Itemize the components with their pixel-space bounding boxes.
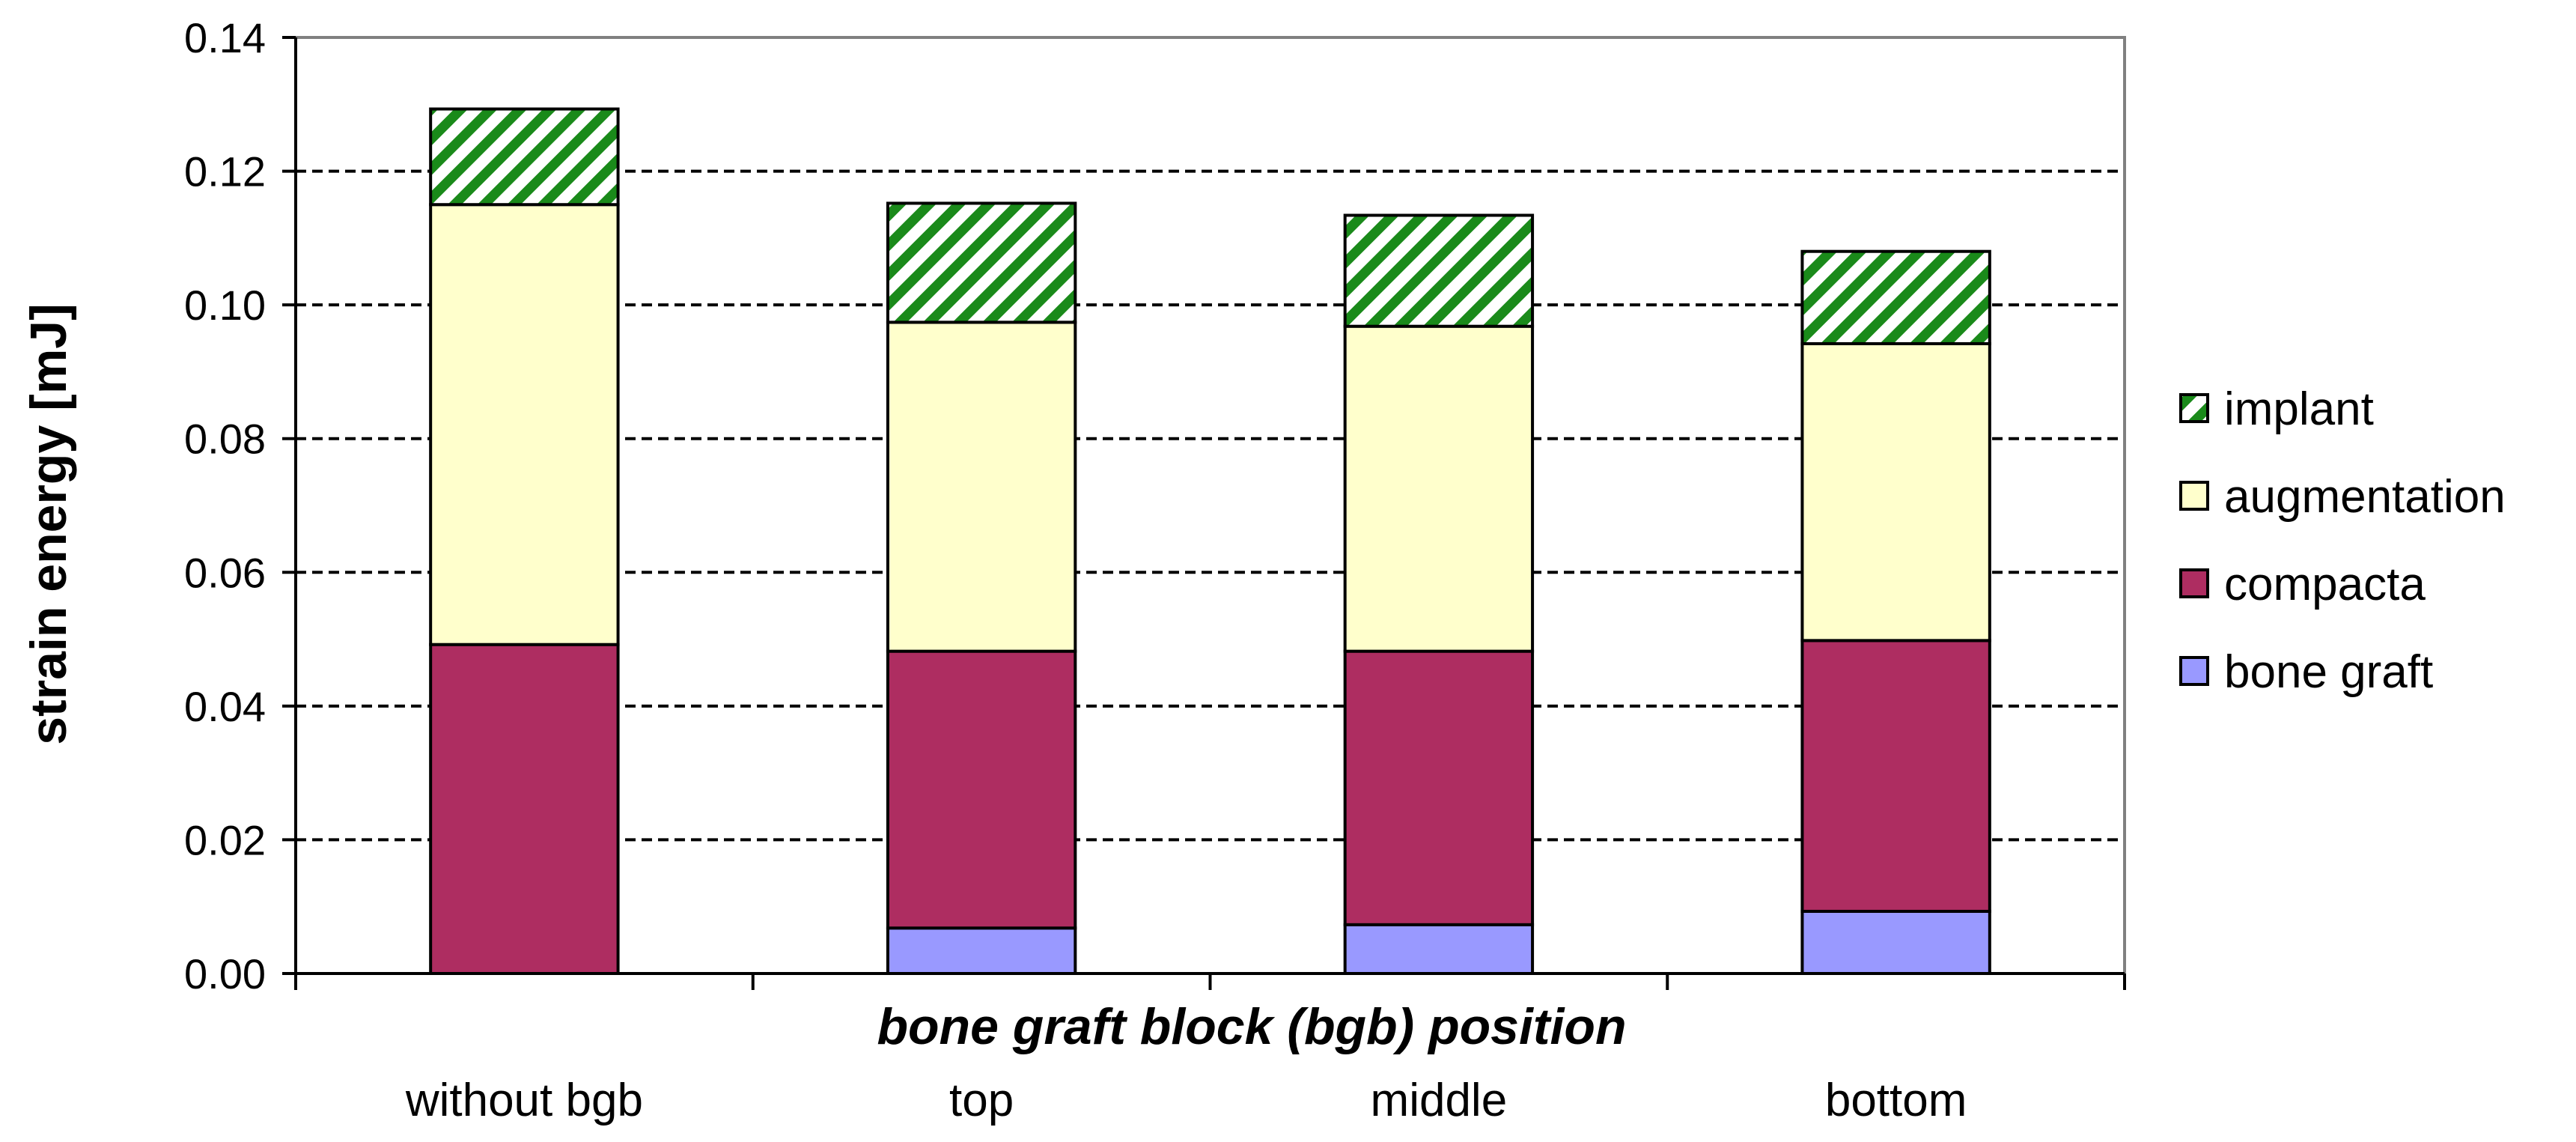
bar-bone-graft-1 [886, 926, 1077, 976]
bar-compacta-3 [1800, 639, 1991, 913]
legend-swatch-augmentation [2179, 481, 2209, 511]
bar-augmentation-2 [1343, 324, 1535, 653]
y-tick-label: 0.12 [184, 148, 266, 195]
bar-implant-2 [1343, 213, 1535, 328]
bar-implant-1 [886, 201, 1077, 324]
category-label: middle [1371, 1075, 1508, 1126]
legend-label: augmentation [2224, 471, 2506, 523]
bars-layer [429, 107, 1991, 976]
labels-layer: 0.00 0.02 0.04 0.06 0.08 0.10 0.12 0.14 without … [184, 14, 1967, 1126]
category-label: bottom [1825, 1075, 1967, 1126]
bar-bone-graft-2 [1343, 923, 1535, 975]
legend-label: bone graft [2224, 646, 2433, 698]
bar-compacta-1 [886, 649, 1077, 930]
y-tick-label: 0.02 [184, 816, 266, 863]
category-label: without bgb [405, 1075, 643, 1126]
bar-bone-graft-3 [1800, 909, 1991, 975]
bar-implant-3 [1800, 249, 1991, 345]
legend-swatch-bone-graft [2179, 656, 2209, 686]
bar-augmentation-0 [429, 203, 620, 646]
bar-implant-0 [429, 107, 620, 207]
legend-swatch-compacta [2179, 568, 2209, 598]
bar-compacta-2 [1343, 649, 1535, 926]
y-tick-label: 0.04 [184, 683, 266, 730]
y-tick-label: 0.10 [184, 282, 266, 329]
legend: implant augmentation compacta bone graft [2179, 383, 2506, 698]
legend-swatch-implant [2179, 393, 2209, 423]
category-label: top [949, 1075, 1014, 1126]
legend-label: implant [2224, 383, 2374, 435]
x-axis-title: bone graft block (bgb) position [877, 998, 1626, 1055]
y-tick-label: 0.06 [184, 549, 266, 596]
bar-compacta-0 [429, 643, 620, 975]
bar-augmentation-1 [886, 321, 1077, 653]
bar-augmentation-3 [1800, 341, 1991, 643]
y-tick-label: 0.14 [184, 14, 266, 61]
axes-layer [282, 36, 2126, 990]
legend-label: compacta [2224, 559, 2426, 610]
y-axis-title: strain energy [mJ] [20, 303, 77, 745]
y-tick-label: 0.00 [184, 950, 266, 997]
y-tick-label: 0.08 [184, 416, 266, 463]
